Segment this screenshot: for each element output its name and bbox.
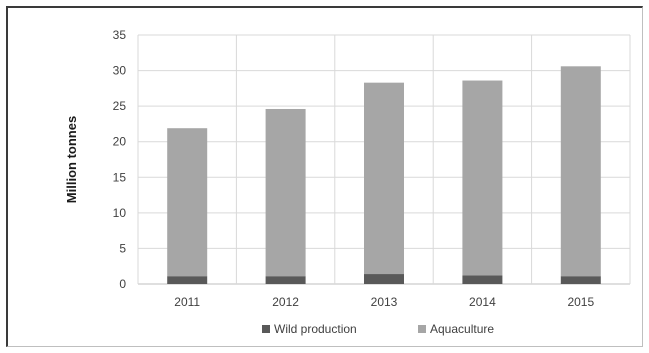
bar-aquaculture-2014 xyxy=(462,80,503,276)
chart-frame xyxy=(6,6,643,347)
bar-aquaculture-2011 xyxy=(167,128,208,277)
legend-swatch-0 xyxy=(262,325,270,333)
y-tick-label: 0 xyxy=(119,277,126,291)
legend-label: Aquaculture xyxy=(430,322,494,336)
legend: Wild production Aquaculture xyxy=(262,322,494,336)
bar-wild-production-2011 xyxy=(167,276,208,284)
y-tick-label: 15 xyxy=(113,170,127,184)
bar-aquaculture-2012 xyxy=(265,108,306,277)
y-tick-label: 30 xyxy=(113,64,127,78)
x-tick-label: 2012 xyxy=(272,295,299,309)
x-tick-label: 2011 xyxy=(174,295,200,309)
bar-aquaculture-2015 xyxy=(560,66,601,277)
x-tick-label: 2013 xyxy=(371,295,398,309)
x-tick-labels: 2011 2012 2013 2014 2015 xyxy=(174,295,594,309)
y-tick-label: 20 xyxy=(113,135,127,149)
bar-wild-production-2015 xyxy=(560,276,601,284)
y-axis-label: Million tonnes xyxy=(64,116,79,203)
y-tick-label: 10 xyxy=(113,206,127,220)
bar-aquaculture-2013 xyxy=(364,82,404,275)
grid-lines xyxy=(137,34,631,285)
y-tick-label: 25 xyxy=(113,99,127,113)
y-tick-label: 5 xyxy=(119,241,126,255)
y-tick-labels: 0 5 10 15 20 25 30 35 xyxy=(113,28,127,291)
bar-wild-production-2014 xyxy=(462,275,503,284)
legend-swatch-1 xyxy=(418,325,426,333)
x-tick-label: 2014 xyxy=(469,295,496,309)
bar-wild-production-2013 xyxy=(364,274,404,284)
legend-label: Wild production xyxy=(274,322,357,336)
y-tick-label: 35 xyxy=(113,28,127,42)
bar-wild-production-2012 xyxy=(265,276,306,284)
x-tick-label: 2015 xyxy=(567,295,594,309)
bars-group xyxy=(167,66,601,284)
